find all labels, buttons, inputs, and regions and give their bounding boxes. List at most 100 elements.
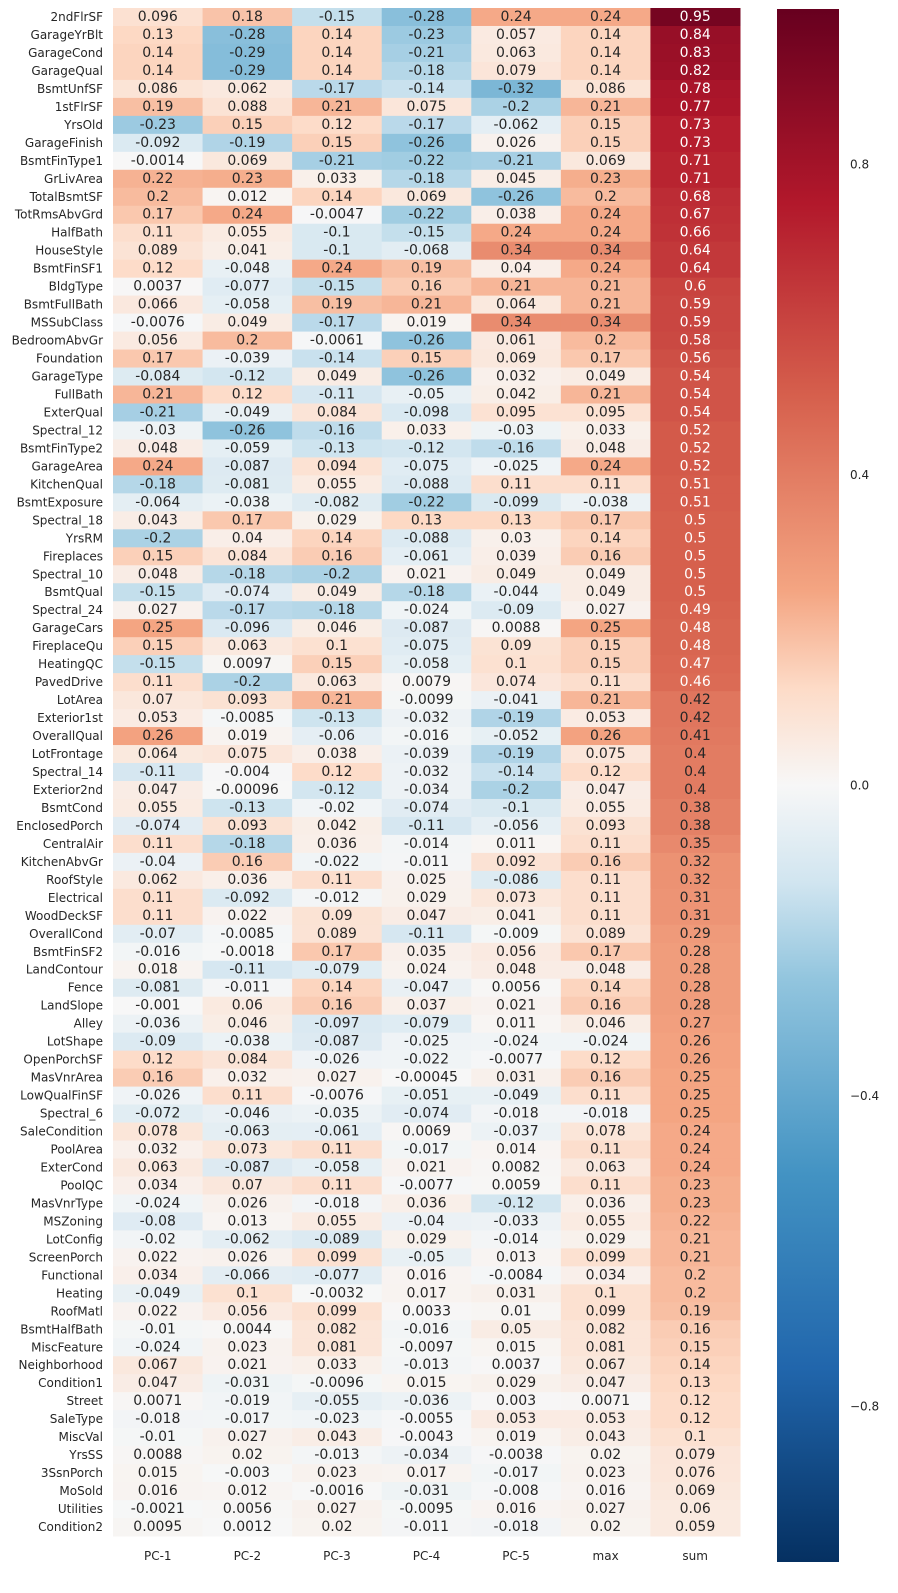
heatmap-cell-foundation-pc-3 [292,349,383,369]
row-label-mosold: MoSold [59,1484,103,1498]
heatmap-cell-utilities-max [560,1500,651,1519]
heatmap-cell-housestyle-max [560,241,651,261]
heatmap-cell-miscfeature-max [560,1338,651,1357]
cell-value-label: -0.038 [225,1034,270,1050]
heatmap-cell-neighborhood-pc-5 [471,1356,562,1375]
cell-value-label: 0.73 [680,135,711,151]
cell-value-label: 0.21 [590,297,621,313]
heatmap-cell-neighborhood-pc-2 [202,1356,293,1375]
heatmap-cell-garageyrblt-pc-3 [292,25,383,45]
heatmap-cell-spectral-10-pc-1 [113,565,204,584]
heatmap-cell-electrical-pc-3 [292,888,383,908]
heatmap-cell-wooddecksf-max [560,906,651,926]
heatmap-cell-garagecond-pc-3 [292,43,383,63]
cell-value-label: -0.026 [135,1088,180,1104]
row-label-bsmtunfsf: BsmtUnfSF [37,82,103,96]
heatmap-cell-mszoning-pc-2 [202,1212,293,1231]
cell-value-label: 0.073 [227,1142,267,1158]
heatmap-cell-garagefinish-max [560,133,651,153]
heatmap-cell-garagefinish-pc-5 [471,133,562,153]
cell-value-label: 0.023 [586,1465,626,1481]
row-label-extercond: ExterCond [40,1160,103,1174]
cell-value-label: 0.062 [138,872,178,888]
cell-value-label: 0.2 [147,189,169,205]
heatmap-cell-heating-pc-2 [202,1284,293,1303]
heatmap-cell-landslope-pc-3 [292,996,383,1016]
cell-value-label: -0.055 [314,1393,359,1409]
cell-value-label: -0.03 [498,422,534,438]
heatmap-cell-enclosedporch-max [560,816,651,836]
heatmap-cell-yrsold-pc-3 [292,115,383,135]
heatmap-cell-lotfrontage-pc-3 [292,745,383,764]
heatmap-cell-heatingqc-pc-1 [113,655,204,674]
cell-value-label: 0.34 [590,243,621,259]
heatmap-cell-landcontour-pc-5 [471,960,562,980]
heatmap-cell-fireplaces-pc-1 [113,547,204,566]
heatmap-cell-mszoning-sum [650,1212,741,1231]
heatmap-cell-yrsrm-sum [650,529,741,548]
heatmap-cell-halfbath-pc-1 [113,223,204,243]
heatmap-cell-poolarea-pc-2 [202,1140,293,1159]
cell-value-label: -0.15 [408,225,444,241]
heatmap-cell-bsmtcond-pc-2 [202,798,293,818]
heatmap-cell-masvnrtype-pc-4 [381,1194,472,1213]
cell-value-label: -0.03 [140,422,176,438]
cell-value-label: 0.003 [496,1393,536,1409]
row-label-alley: Alley [74,1017,103,1031]
heatmap-cell-exterqual-pc-4 [381,403,472,422]
heatmap-cell-garagecars-pc-3 [292,619,383,638]
heatmap-cell-miscval-pc-3 [292,1428,383,1447]
cell-value-label: -0.0047 [310,207,364,223]
cell-value-label: 0.067 [138,1357,178,1373]
heatmap-cell-yrsold-sum [650,115,741,135]
heatmap-cell-kitchenqual-pc-5 [471,475,562,494]
cell-value-label: 0.034 [138,1267,178,1283]
heatmap-cell-kitchenqual-pc-3 [292,475,383,494]
cell-value-label: 0.061 [496,333,536,349]
heatmap-cell-mssubclass-sum [650,313,741,333]
cell-value-label: 0.093 [227,692,267,708]
heatmap-cell-spectral-14-pc-1 [113,763,204,782]
row-label-condition2: Condition2 [38,1520,103,1534]
cell-value-label: -0.098 [404,404,449,420]
heatmap-cell-paveddrive-pc-5 [471,673,562,692]
heatmap-cell-bsmtfinsf1-pc-2 [202,259,293,279]
cell-value-label: -0.13 [319,710,355,726]
heatmap-cell-1stflrsf-sum [650,97,741,117]
heatmap-cell-bsmtfintype2-pc-2 [202,439,293,458]
heatmap-cell-extercond-pc-3 [292,1158,383,1177]
cell-value-label: 0.19 [680,1303,711,1319]
heatmap-cell-fullbath-pc-3 [292,385,383,404]
cell-value-label: 0.021 [406,566,446,582]
heatmap-cell-bsmtfinsf1-max [560,259,651,279]
heatmap-cell-bldgtype-max [560,277,651,297]
heatmap-cell-bsmtcond-pc-5 [471,798,562,818]
cell-value-label: 0.049 [317,584,357,600]
cell-value-label: 0.022 [138,1303,178,1319]
cell-value-label: 0.21 [680,1231,711,1247]
cell-value-label: 0.043 [138,512,178,528]
cell-value-label: 0.52 [680,458,711,474]
cell-value-label: 0.084 [227,1052,267,1068]
cell-value-label: 0.17 [142,207,173,223]
cell-value-label: 0.056 [496,944,536,960]
cell-value-label: 0.092 [496,854,536,870]
row-label-lotconfig: LotConfig [46,1232,103,1246]
heatmap-cell-electrical-pc-1 [113,888,204,908]
cell-value-label: 0.0097 [223,656,272,672]
heatmap-cell-enclosedporch-pc-5 [471,816,562,836]
cell-value-label: -0.2 [144,530,171,546]
heatmap-cell-halfbath-max [560,223,651,243]
cell-value-label: 0.16 [590,854,621,870]
cell-value-label: 0.055 [227,225,267,241]
cell-value-label: 0.016 [586,1483,626,1499]
cell-value-label: 0.027 [317,1070,357,1086]
cell-value-label: 0.014 [496,1142,536,1158]
cell-value-label: 0.12 [321,764,352,780]
heatmap-cell-screenporch-pc-3 [292,1248,383,1267]
heatmap-cell-bsmtqual-pc-1 [113,583,204,602]
cell-value-label: 0.26 [590,728,621,744]
heatmap-cell-3ssnporch-pc-3 [292,1464,383,1483]
heatmap-cell-functional-pc-4 [381,1266,472,1285]
row-label-poolqc: PoolQC [60,1178,103,1192]
